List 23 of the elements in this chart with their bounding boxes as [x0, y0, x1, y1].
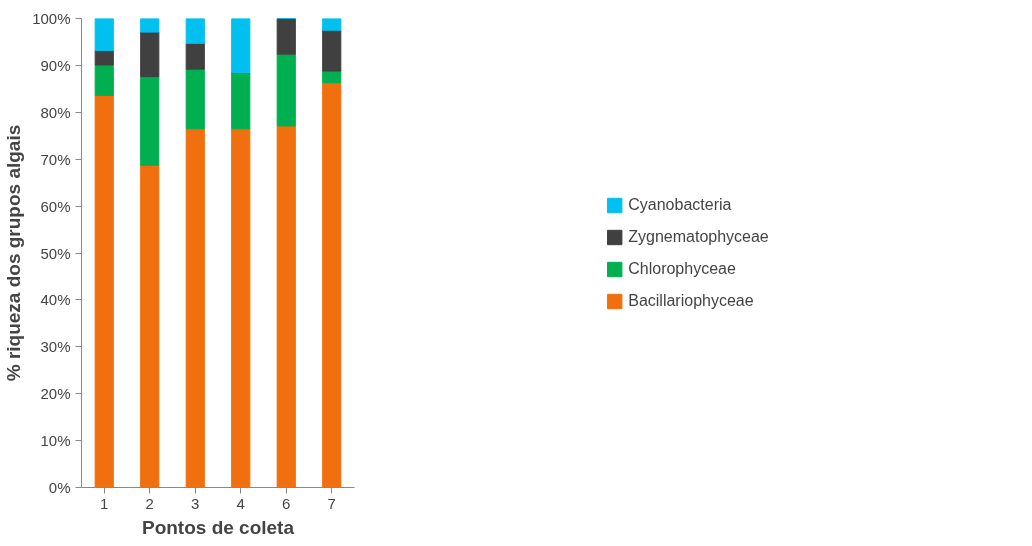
- x-axis-title: Pontos de coleta: [141, 516, 295, 538]
- y-tick-label: 100%: [32, 10, 71, 27]
- y-tick-label: 20%: [40, 385, 71, 403]
- x-tick-label: 2: [145, 494, 154, 512]
- x-tick-label: 6: [282, 494, 291, 512]
- y-tick-label: 0%: [48, 479, 71, 496]
- y-tick-label: 90%: [40, 56, 71, 74]
- legend-label: Zygnematophyceae: [628, 227, 769, 246]
- y-tick-label: 30%: [40, 338, 71, 356]
- legend-label: Cyanobacteria: [628, 195, 732, 214]
- y-tick-label: 40%: [40, 291, 71, 309]
- y-tick-label: 60%: [40, 197, 71, 215]
- y-tick-label: 70%: [40, 150, 71, 168]
- y-tick-label: 50%: [40, 244, 71, 262]
- legend-label: Bacillariophyceae: [628, 291, 754, 310]
- y-tick-label: 10%: [40, 432, 71, 450]
- legend-label: Chlorophyceae: [628, 259, 736, 278]
- y-tick-label: 80%: [40, 103, 71, 121]
- x-tick-label: 3: [191, 494, 200, 512]
- y-axis-title: % riqueza dos grupos algais: [3, 124, 25, 382]
- x-tick-label: 4: [236, 494, 245, 512]
- x-tick-label: 7: [327, 494, 336, 512]
- x-tick-label: 1: [100, 494, 109, 512]
